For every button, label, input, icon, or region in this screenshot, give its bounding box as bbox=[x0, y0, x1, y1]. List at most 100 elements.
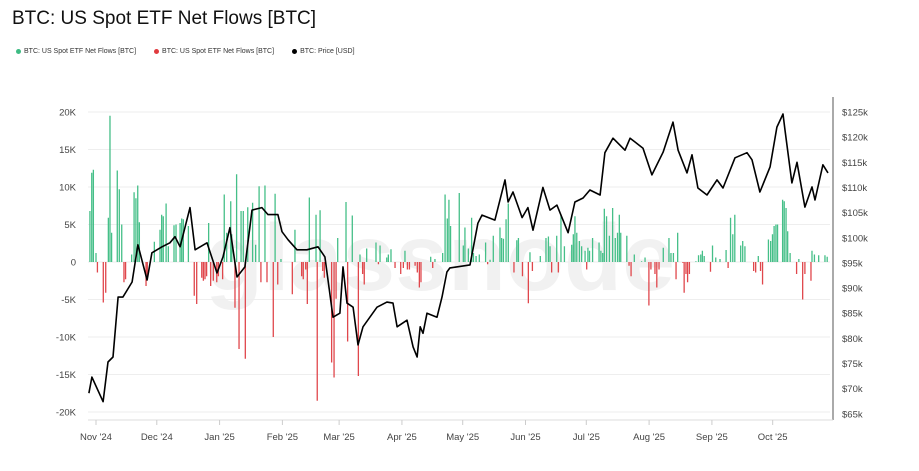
inflow-bar bbox=[644, 257, 646, 262]
legend-item-outflows[interactable]: BTC: US Spot ETF Net Flows [BTC] bbox=[154, 48, 274, 55]
inflow-bar bbox=[240, 211, 242, 262]
inflow-bar bbox=[616, 232, 619, 262]
inflow-bar bbox=[499, 227, 501, 262]
y-left-tick-label: -10K bbox=[56, 333, 77, 344]
outflow-bar bbox=[302, 262, 304, 280]
inflow-bar bbox=[556, 235, 558, 262]
y-right-tick-label: $95k bbox=[842, 258, 863, 269]
outflow-bar bbox=[260, 262, 262, 283]
outflow-bar bbox=[521, 262, 524, 277]
inflow-bar bbox=[529, 252, 531, 262]
inflow-bar bbox=[121, 224, 123, 262]
outflow-bar bbox=[432, 262, 434, 268]
inflow-bar bbox=[472, 253, 475, 262]
outflow-bar bbox=[795, 262, 798, 274]
inflow-bar bbox=[539, 256, 541, 262]
inflow-bar bbox=[375, 242, 377, 262]
y-right-tick-label: $65k bbox=[842, 409, 863, 420]
y-left-tick-label: 10K bbox=[59, 183, 77, 194]
inflow-bar bbox=[133, 192, 135, 262]
inflow-bar bbox=[492, 235, 494, 262]
outflow-bar bbox=[628, 262, 630, 266]
outflow-bar bbox=[650, 262, 652, 270]
inflow-bar bbox=[587, 247, 589, 262]
outflow-bar bbox=[124, 262, 127, 280]
inflow-bar bbox=[715, 257, 717, 262]
inflow-bar bbox=[242, 211, 244, 262]
outflow-bar bbox=[804, 262, 806, 274]
legend: BTC: US Spot ETF Net Flows [BTC] BTC: US… bbox=[16, 48, 355, 55]
inflow-bar bbox=[175, 224, 177, 262]
legend-item-inflows[interactable]: BTC: US Spot ETF Net Flows [BTC] bbox=[16, 48, 136, 55]
y-left-tick-label: 20K bbox=[59, 108, 77, 119]
inflow-bar bbox=[771, 234, 774, 262]
inflow-bar bbox=[672, 253, 675, 262]
outflow-bar bbox=[709, 262, 712, 272]
inflow-bar bbox=[789, 253, 791, 262]
outflow-bar bbox=[682, 262, 684, 263]
inflow-bar bbox=[505, 219, 507, 262]
outflow-bar bbox=[323, 262, 325, 278]
inflow-bar bbox=[387, 254, 390, 262]
price-line bbox=[88, 113, 829, 403]
inflow-bar bbox=[258, 186, 260, 262]
outflow-bar bbox=[204, 262, 206, 280]
inflow-bar bbox=[179, 223, 181, 262]
inflow-bar bbox=[785, 208, 787, 262]
y-left-tick-label: 15K bbox=[59, 145, 77, 156]
outflow-bar bbox=[238, 262, 240, 349]
inflow-bar bbox=[742, 241, 744, 262]
inflow-bar bbox=[434, 259, 436, 262]
inflow-bar bbox=[254, 244, 257, 262]
outflow-bar bbox=[683, 262, 685, 293]
inflow-bar bbox=[781, 199, 784, 262]
outflow-bar bbox=[752, 262, 755, 271]
x-tick-label: Jan '25 bbox=[204, 432, 234, 443]
outflow-bar bbox=[759, 262, 762, 271]
inflow-bar bbox=[449, 226, 452, 262]
inflow-bar bbox=[430, 256, 432, 262]
inflow-bar bbox=[274, 193, 276, 262]
inflow-bar bbox=[167, 246, 169, 262]
inflow-bar bbox=[162, 216, 164, 262]
outflow-bar bbox=[202, 262, 205, 281]
inflow-bar bbox=[441, 253, 444, 262]
outflow-bar bbox=[377, 262, 380, 265]
inflow-bar bbox=[767, 239, 770, 262]
legend-label: BTC: Price [USD] bbox=[300, 48, 355, 55]
inflow-bar bbox=[110, 232, 113, 262]
inflow-bar bbox=[703, 256, 705, 262]
legend-item-price[interactable]: BTC: Price [USD] bbox=[292, 48, 355, 55]
x-tick-label: Sep '25 bbox=[696, 432, 728, 443]
inflow-bar bbox=[787, 231, 789, 262]
x-tick-label: Nov '24 bbox=[80, 432, 112, 443]
outflow-bar bbox=[414, 262, 416, 266]
legend-dot-green-icon bbox=[16, 49, 21, 54]
inflow-bar bbox=[502, 238, 505, 262]
outflow-bar bbox=[193, 262, 195, 296]
y-right-tick-label: $90k bbox=[842, 284, 863, 295]
inflow-bar bbox=[783, 201, 785, 262]
inflow-bar bbox=[294, 229, 296, 262]
outflow-bar bbox=[550, 262, 553, 273]
y-left-tick-label: -20K bbox=[56, 408, 77, 419]
inflow-bar bbox=[319, 210, 321, 262]
inflow-bar bbox=[379, 245, 381, 262]
outflow-bar bbox=[221, 262, 224, 280]
outflow-bar bbox=[420, 262, 422, 283]
inflow-bar bbox=[618, 214, 620, 262]
inflow-bar bbox=[500, 238, 503, 262]
inflow-bar bbox=[700, 254, 702, 262]
outflow-bar bbox=[357, 262, 360, 376]
outflow-bar bbox=[305, 262, 307, 270]
y-right-tick-label: $115k bbox=[842, 158, 867, 169]
watermark: glassnode bbox=[205, 205, 675, 311]
inflow-bar bbox=[478, 254, 480, 262]
inflow-bar bbox=[598, 242, 600, 262]
inflow-bar bbox=[591, 238, 594, 262]
inflow-bar bbox=[89, 211, 91, 262]
outflow-bar bbox=[557, 262, 559, 273]
inflow-bar bbox=[701, 250, 704, 262]
inflow-bar bbox=[173, 225, 175, 262]
